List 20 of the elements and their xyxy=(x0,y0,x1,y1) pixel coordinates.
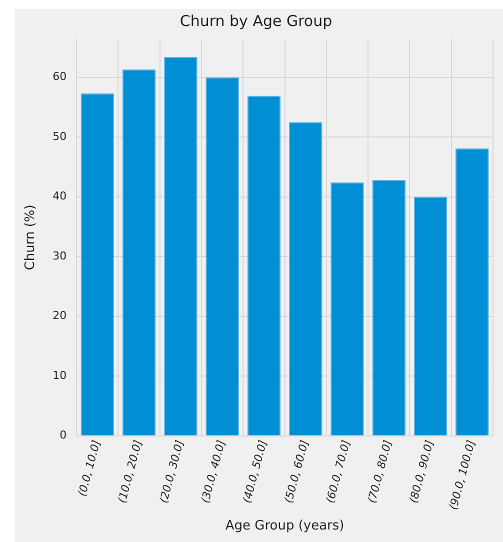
chart-title: Churn by Age Group xyxy=(180,12,332,30)
x-tick-label: (20.0, 30.0] xyxy=(157,438,186,504)
y-axis-title: Churn (%) xyxy=(23,204,38,270)
y-tick-label: 0 xyxy=(60,428,67,442)
x-tick-label: (90.0, 100.0] xyxy=(446,438,478,512)
y-tick-label: 40 xyxy=(52,190,67,203)
x-tick-label: (60.0, 70.0] xyxy=(324,438,353,504)
x-tick-label: (50.0, 60.0] xyxy=(282,438,312,504)
x-tick-label: (10.0, 20.0] xyxy=(115,438,145,504)
y-tick-label: 30 xyxy=(52,249,67,262)
x-tick-label: (0.0, 10.0] xyxy=(76,438,104,498)
x-tick-label: (40.0, 50.0] xyxy=(240,438,270,504)
x-tick-label: (30.0, 40.0] xyxy=(198,438,228,504)
y-tick-label: 60 xyxy=(52,70,67,84)
x-tick-label: (70.0, 80.0] xyxy=(365,438,395,504)
y-tick-label: 10 xyxy=(52,368,67,382)
y-tick-label: 20 xyxy=(52,309,67,322)
x-axis-title: Age Group (years) xyxy=(225,518,344,534)
y-tick-label: 50 xyxy=(52,130,67,143)
x-tick-label: (80.0, 90.0] xyxy=(406,438,436,504)
